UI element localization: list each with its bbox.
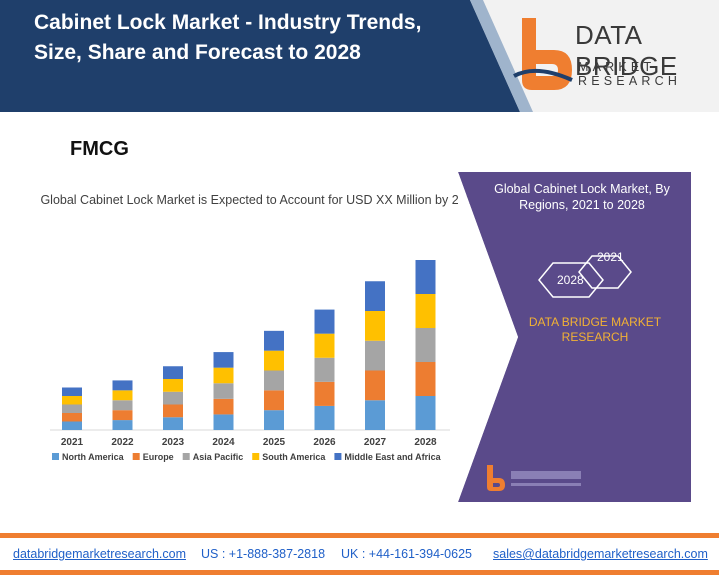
bar-segment [365, 370, 385, 401]
legend-swatch [52, 453, 59, 460]
bar-segment [163, 366, 183, 379]
legend-label: Middle East and Africa [344, 452, 441, 462]
brand-tagline: MARKET RESEARCH [578, 60, 682, 88]
bar-segment [213, 367, 234, 384]
bar-segment [163, 391, 183, 405]
brand-name: DATA BRIDGE [575, 20, 678, 81]
bar-segment [213, 352, 234, 368]
x-tick-label: 2026 [313, 437, 336, 448]
header: Cabinet Lock Market - Industry Trends, S… [0, 0, 719, 112]
bar-segment [62, 396, 82, 405]
data-bridge-logo-icon [513, 18, 573, 90]
legend-label: South America [262, 452, 326, 462]
chart-title: Global Cabinet Lock Market is Expected t… [40, 193, 480, 207]
uk-phone: UK : +44-161-394-0625 [341, 547, 472, 561]
x-tick-label: 2025 [263, 437, 286, 448]
bar-segment [112, 410, 133, 421]
bar-segment [314, 309, 335, 334]
bar-segment [163, 379, 183, 392]
bar-segment [112, 420, 133, 430]
bar-segment [163, 404, 183, 418]
x-tick-label: 2028 [414, 437, 437, 448]
legend-swatch [334, 453, 342, 460]
bar-segment [415, 396, 436, 430]
header-background [0, 0, 719, 112]
bar-segment [213, 398, 234, 415]
page-title: Cabinet Lock Market - Industry Trends, S… [34, 11, 422, 64]
bar-segment [314, 381, 335, 406]
bar-segment [62, 387, 82, 396]
bar-segment [62, 413, 82, 422]
bar-segment [264, 350, 284, 371]
panel-subtitle: DATA BRIDGE MARKET RESEARCH [528, 315, 662, 344]
bar-segment [112, 380, 133, 391]
stacked-bar-chart: Global Cabinet Lock Market is Expected t… [40, 178, 479, 478]
legend-swatch [252, 453, 260, 460]
chart-plot: 2021 2022 2023 2024 2025 2026 2027 2028 North Am… [50, 260, 450, 462]
email-link[interactable]: sales@databridgemarketresearch.com [493, 547, 708, 561]
bar-segment [213, 414, 234, 430]
bar-segment [415, 328, 436, 362]
bar-segment [415, 294, 436, 328]
bar-segment [163, 417, 183, 430]
x-tick-label: 2027 [364, 437, 387, 448]
footer-bar [0, 538, 719, 570]
website-link[interactable]: databridgemarketresearch.com [13, 547, 186, 561]
legend-label: Asia Pacific [193, 452, 244, 462]
hex-label-2021: 2021 [597, 250, 624, 264]
x-tick-label: 2024 [212, 437, 235, 448]
legend-swatch [132, 453, 140, 460]
legend-swatch [182, 453, 190, 460]
bar-segment [365, 340, 385, 371]
panel-logo-icon [487, 465, 581, 491]
bar-segment [112, 400, 133, 411]
x-tick-label: 2023 [162, 437, 185, 448]
region-panel [458, 172, 691, 502]
hexagon-2021 [578, 255, 632, 289]
bar-segment [264, 390, 284, 411]
bar-segment [314, 357, 335, 382]
hex-label-2028: 2028 [557, 273, 584, 287]
bar-segment [314, 405, 335, 430]
bar-segment [112, 390, 133, 401]
bar-segment [264, 410, 284, 430]
bar-segment [314, 333, 335, 358]
us-phone: US : +1-888-387-2818 [201, 547, 326, 561]
bar-segment [213, 383, 234, 399]
bar-segment [415, 362, 436, 396]
hexagon-2028 [538, 262, 604, 298]
legend-label: North America [62, 452, 125, 462]
bar-segment [62, 421, 82, 430]
section-label: FMCG [70, 138, 129, 160]
bar-segment [415, 260, 436, 294]
x-tick-label: 2021 [61, 437, 84, 448]
bar-segment [264, 370, 284, 391]
panel-title: Global Cabinet Lock Market, By Regions, … [494, 182, 670, 212]
bar-segment [365, 400, 385, 430]
x-tick-label: 2022 [111, 437, 134, 448]
bar-segment [264, 330, 284, 351]
bar-segment [62, 404, 82, 413]
legend-label: Europe [143, 452, 174, 462]
bar-segment [365, 311, 385, 341]
bar-segment [365, 281, 385, 311]
